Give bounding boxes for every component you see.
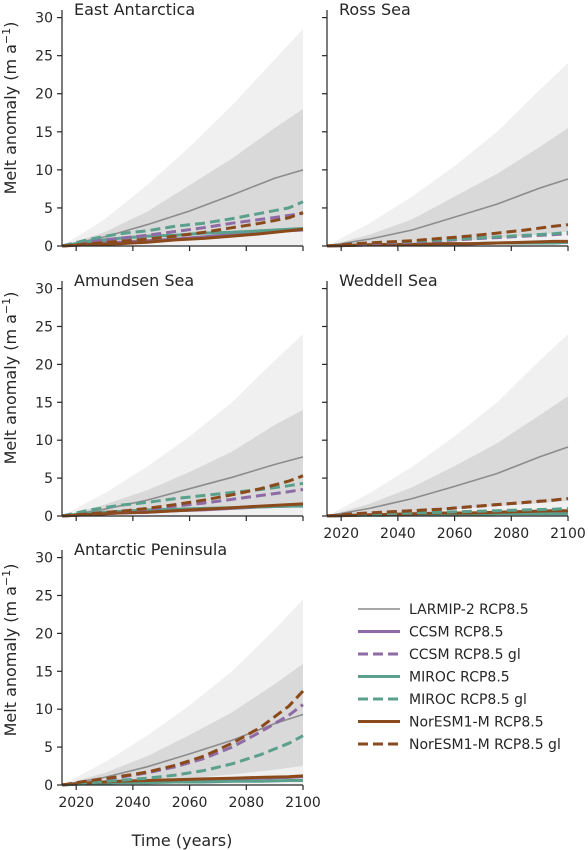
legend: LARMIP-2 RCP8.5 CCSM RCP8.5 CCSM RCP8.5 gl… (358, 602, 561, 753)
x-tick-label: 2080 (228, 795, 264, 811)
panel-east-antarctica: 0 5 10 15 20 25 30 East Antarctica (35, 0, 304, 255)
y-axis-label-text: Melt anomaly (m a (1, 586, 20, 736)
y-axis-label-close: ) (1, 22, 20, 28)
y-axis-label-top: Melt anomaly (m a−1) (0, 22, 20, 195)
band-inner (62, 409, 303, 516)
legend-label: NorESM1-M RCP8.5 (409, 715, 544, 731)
band-inner (62, 663, 303, 785)
y-tick-label: 25 (35, 588, 53, 604)
larmip-line (326, 446, 569, 517)
legend-label: CCSM RCP8.5 (409, 625, 503, 641)
panel-title: East Antarctica (74, 0, 195, 19)
panel-amundsen-sea: 0 5 10 15 20 25 30 Amundsen Sea (35, 271, 304, 525)
y-axis-label-text: Melt anomaly (m a (1, 314, 20, 464)
x-tick-label: 2020 (58, 795, 94, 811)
legend-entry: CCSM RCP8.5 gl (358, 647, 521, 663)
y-tick-label: 25 (35, 319, 53, 335)
miroc-gl-line (61, 481, 304, 518)
y-tick-label: 30 (35, 282, 53, 298)
ccsm-gl-line (61, 488, 304, 518)
y-tick-label: 0 (44, 778, 53, 794)
legend-entry: LARMIP-2 RCP8.5 (358, 602, 529, 618)
x-tick-label: 2080 (493, 526, 529, 542)
miroc-gl-line (61, 734, 304, 787)
noresm-line (326, 239, 568, 248)
y-tick-label: 10 (35, 433, 53, 449)
legend-label: NorESM1-M RCP8.5 gl (409, 737, 561, 753)
legend-label: MIROC RCP8.5 gl (409, 692, 527, 708)
y-tick-label: 0 (44, 509, 53, 525)
legend-entry: NorESM1-M RCP8.5 gl (358, 737, 561, 753)
noresm-line (61, 227, 304, 248)
panel-title: Weddell Sea (339, 271, 438, 290)
panel-title: Antarctic Peninsula (74, 540, 227, 559)
panel-title: Amundsen Sea (74, 271, 194, 290)
y-tick-label: 15 (35, 395, 53, 411)
panel-title: Ross Sea (339, 0, 411, 19)
band-inner (327, 396, 568, 516)
y-tick-label: 30 (35, 11, 53, 27)
ccsm-gl-line (61, 211, 304, 248)
y-axis-label-bottom: Melt anomaly (m a−1) (0, 564, 20, 737)
legend-entry: NorESM1-M RCP8.5 (358, 715, 544, 731)
larmip-line (61, 169, 304, 247)
noresm-gl-line (326, 497, 569, 518)
y-tick-label: 10 (35, 163, 53, 179)
x-axis-label: Time (years) (131, 831, 233, 850)
miroc-gl-line (326, 230, 569, 248)
larmip-line (326, 178, 569, 247)
y-axis-label-close: ) (1, 564, 20, 570)
legend-entry: MIROC RCP8.5 gl (358, 692, 527, 708)
noresm-line (61, 502, 304, 518)
larmip-line (61, 456, 304, 517)
larmip-line (61, 713, 304, 786)
noresm-line (61, 774, 304, 787)
y-tick-label: 5 (44, 471, 53, 487)
miroc-gl-line (61, 200, 304, 248)
legend-label: MIROC RCP8.5 (409, 670, 510, 686)
x-tick-label: 2040 (115, 795, 151, 811)
y-tick-label: 25 (35, 49, 53, 65)
x-tick-label: 2100 (285, 795, 321, 811)
legend-label: LARMIP-2 RCP8.5 (409, 602, 529, 618)
x-tick-label: 2060 (437, 526, 473, 542)
x-tick-label: 2040 (380, 526, 416, 542)
y-axis-label-sup: −1 (0, 28, 13, 44)
y-tick-label: 15 (35, 664, 53, 680)
noresm-gl-line (326, 223, 569, 248)
y-axis-label-close: ) (1, 292, 20, 298)
panel-weddell-sea: 2020 2040 2060 2080 2100 Weddell Sea (322, 271, 586, 542)
panel-antarctic-peninsula: 0 5 10 15 20 25 30 2020 2040 2060 2080 2100 Antarcti… (35, 540, 321, 811)
y-tick-label: 30 (35, 551, 53, 567)
ccsm-gl-line (61, 703, 304, 787)
y-axis-label-text: Melt anomaly (m a (1, 44, 20, 194)
x-tick-label: 2060 (172, 795, 208, 811)
miroc-gl-line (326, 506, 569, 518)
y-axis-label-middle: Melt anomaly (m a−1) (0, 292, 20, 465)
x-tick-label: 2100 (550, 526, 586, 542)
noresm-gl-line (61, 689, 305, 787)
y-tick-label: 20 (35, 87, 53, 103)
x-tick-label: 2020 (323, 526, 359, 542)
y-tick-label: 5 (44, 740, 53, 756)
noresm-gl-line (61, 211, 304, 248)
band-inner (327, 128, 568, 246)
legend-entry: CCSM RCP8.5 (358, 625, 503, 641)
noresm-gl-line (61, 474, 304, 518)
legend-entry: MIROC RCP8.5 (358, 670, 510, 686)
y-tick-label: 5 (44, 201, 53, 217)
legend-label: CCSM RCP8.5 gl (409, 647, 521, 663)
band-inner (62, 109, 303, 246)
y-tick-label: 20 (35, 357, 53, 373)
y-tick-label: 10 (35, 702, 53, 718)
y-tick-label: 0 (44, 239, 53, 255)
y-tick-label: 20 (35, 626, 53, 642)
panel-ross-sea: Ross Sea (322, 0, 569, 251)
y-axis-label-sup: −1 (0, 298, 13, 314)
y-tick-label: 15 (35, 125, 53, 141)
y-axis-label-sup: −1 (0, 570, 13, 586)
